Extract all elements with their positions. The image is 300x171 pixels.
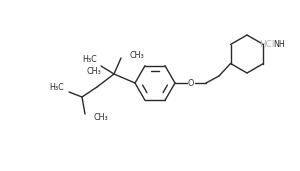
Text: CH₃: CH₃ <box>86 68 101 76</box>
Text: O: O <box>188 78 194 88</box>
Text: CH₃: CH₃ <box>93 114 108 122</box>
Text: CH₃: CH₃ <box>130 50 145 60</box>
Text: H₃C: H₃C <box>82 55 97 63</box>
Text: NH: NH <box>274 40 285 49</box>
Text: HCl: HCl <box>260 40 274 49</box>
Text: H₃C: H₃C <box>49 82 64 91</box>
